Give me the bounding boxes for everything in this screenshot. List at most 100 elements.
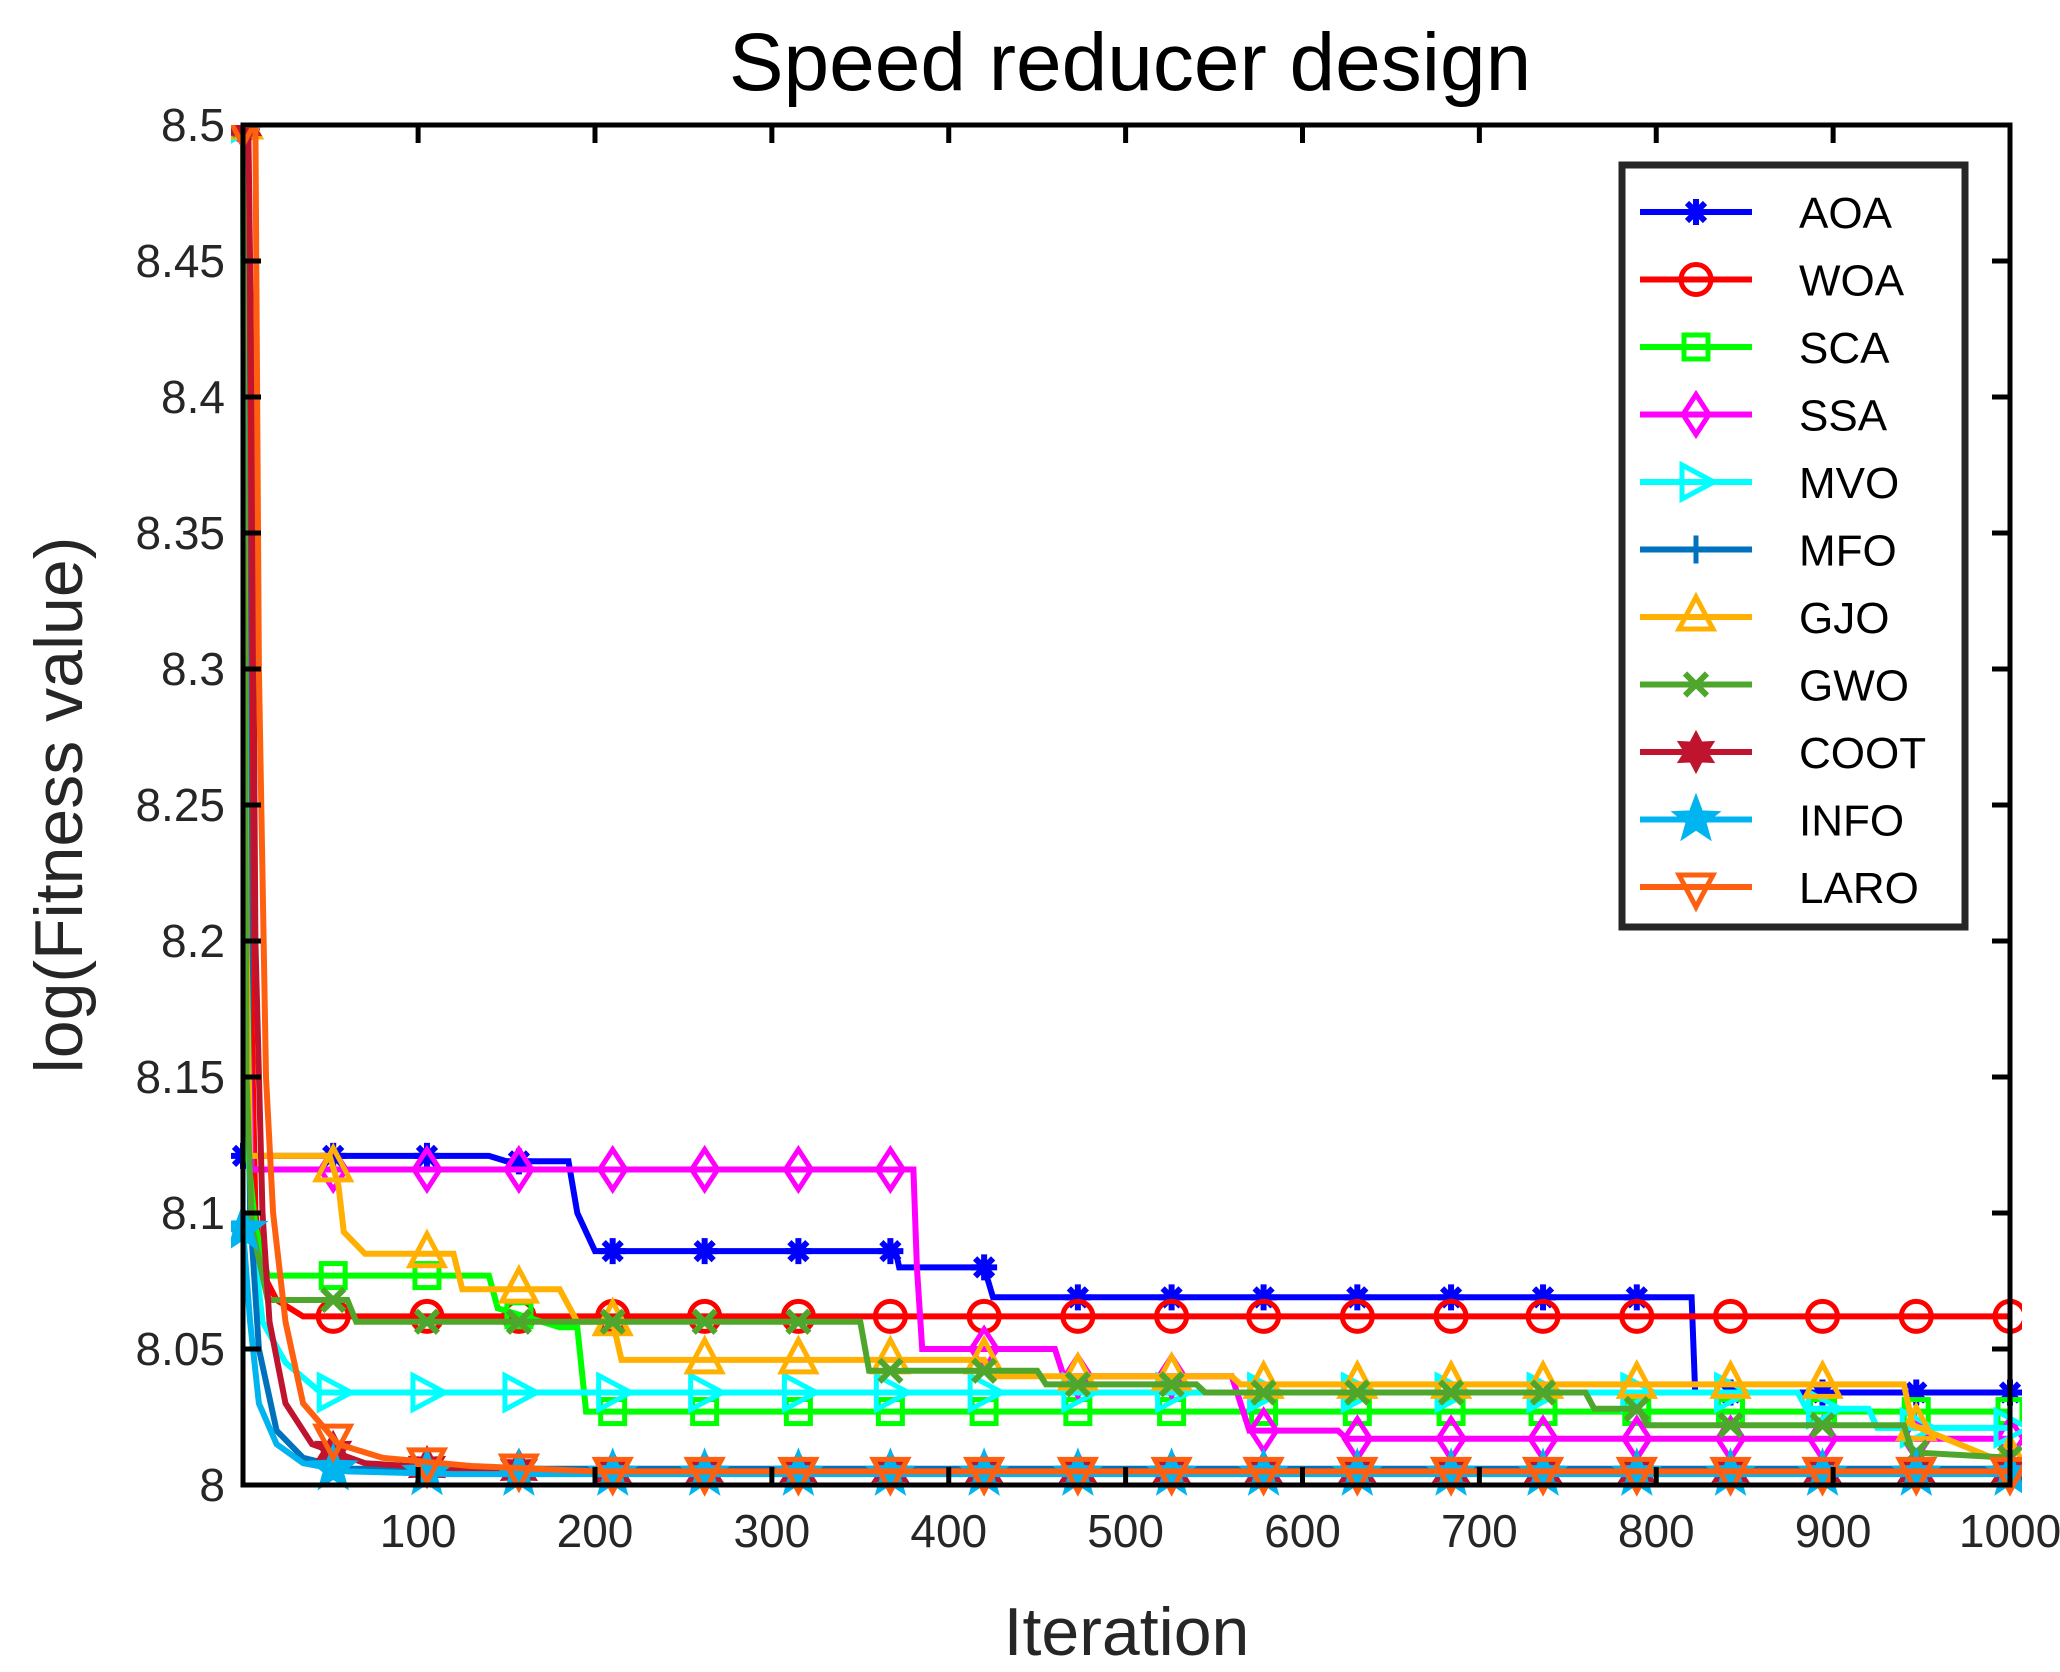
marker-woa-5: [687, 1298, 723, 1334]
x-tick-label-600: 600: [1264, 1505, 1341, 1557]
marker-woa-10: [1154, 1298, 1190, 1334]
marker-gwo-6: [785, 1308, 812, 1335]
marker-woa-17: [1805, 1298, 1841, 1334]
marker-gjo-16: [1709, 1359, 1752, 1399]
legend-marker-woa: [1678, 262, 1714, 297]
marker-woa-18: [1898, 1298, 1934, 1334]
y-tick-label-1: 8.05: [135, 1323, 225, 1375]
marker-aoa-5: [691, 1238, 718, 1265]
marker-laro-9: [1056, 1456, 1100, 1497]
legend-item-info: INFO: [1640, 792, 1904, 846]
marker-sca-1: [318, 1261, 348, 1291]
x-tick-label-900: 900: [1795, 1505, 1872, 1557]
legend-item-aoa: AOA: [1640, 189, 1893, 238]
x-tick-label-400: 400: [910, 1505, 987, 1557]
y-tick-label-3: 8.15: [135, 1051, 225, 1103]
marker-laro-13: [1429, 1456, 1473, 1497]
marker-aoa-10: [1158, 1284, 1185, 1311]
x-axis-label: Iteration: [1004, 1594, 1250, 1670]
marker-mvo-3: [502, 1371, 543, 1414]
legend-label-coot: COOT: [1799, 729, 1926, 778]
marker-woa-14: [1525, 1298, 1561, 1334]
marker-aoa-18: [1903, 1379, 1930, 1406]
marker-aoa-9: [1064, 1284, 1091, 1311]
legend-label-woa: WOA: [1799, 257, 1905, 306]
legend-label-sca: SCA: [1799, 324, 1890, 373]
marker-laro-10: [1150, 1456, 1193, 1497]
marker-laro-18: [1895, 1456, 1938, 1497]
marker-ssa-2: [410, 1144, 443, 1195]
marker-gjo-2: [405, 1228, 449, 1269]
marker-laro-5: [683, 1456, 726, 1497]
marker-gwo-16: [1717, 1412, 1744, 1439]
marker-woa-2: [409, 1298, 445, 1334]
marker-woa-13: [1433, 1298, 1469, 1334]
legend-label-laro: LARO: [1799, 864, 1919, 913]
series-layer: [231, 125, 2022, 1497]
legend-marker-mvo: [1679, 460, 1720, 504]
marker-laro-4: [591, 1456, 634, 1497]
ticks-layer: 100 200 300 400 500 600 700 800 900 1000 8 8.05 8.1 8…: [135, 99, 2060, 1557]
marker-gjo-4: [591, 1296, 634, 1337]
legend-marker-aoa: [1683, 199, 1709, 225]
x-tick-label-700: 700: [1441, 1505, 1518, 1557]
marker-laro-8: [962, 1456, 1006, 1497]
marker-aoa-2: [413, 1142, 440, 1169]
marker-gwo-14: [1529, 1379, 1557, 1406]
legend-marker-mfo: [1682, 535, 1710, 564]
marker-woa-11: [1246, 1298, 1282, 1334]
legend-item-coot: COOT: [1640, 729, 1926, 778]
x-tick-label-800: 800: [1618, 1505, 1695, 1557]
marker-aoa-13: [1438, 1284, 1465, 1311]
marker-woa-15: [1619, 1298, 1655, 1334]
marker-mvo-8: [967, 1371, 1008, 1414]
legend-marker-gjo: [1674, 591, 1718, 632]
marker-ssa-4: [596, 1144, 629, 1195]
marker-aoa-6: [785, 1238, 812, 1265]
marker-laro-0: [231, 125, 257, 151]
marker-laro-16: [1709, 1456, 1752, 1497]
marker-aoa-11: [1250, 1284, 1277, 1311]
marker-gwo-13: [1437, 1379, 1465, 1406]
legend-marker-laro: [1674, 872, 1718, 913]
marker-gjo-18: [1895, 1401, 1938, 1442]
marker-ssa-7: [874, 1144, 907, 1195]
marker-mvo-5: [688, 1371, 728, 1414]
marker-laro-1: [312, 1423, 355, 1464]
marker-gwo-12: [1344, 1379, 1371, 1406]
marker-aoa-12: [1344, 1284, 1371, 1311]
marker-aoa-15: [1623, 1284, 1650, 1311]
marker-aoa-14: [1530, 1284, 1557, 1311]
legend: AOA WOA SCA SSA MVO MFO GJO GWO COOT INFO LARO: [1618, 161, 1969, 931]
marker-gwo-4: [599, 1308, 626, 1335]
legend-label-gwo: GWO: [1799, 662, 1909, 711]
marker-gjo-17: [1801, 1359, 1844, 1399]
legend-item-sca: SCA: [1640, 324, 1890, 373]
y-axis-label: log(Fitness value): [21, 537, 97, 1074]
x-tick-label-500: 500: [1087, 1505, 1164, 1557]
marker-laro-12: [1336, 1456, 1379, 1497]
legend-marker-sca: [1681, 332, 1711, 362]
legend-label-ssa: SSA: [1799, 392, 1888, 441]
marker-gwo-1: [320, 1286, 347, 1314]
x-tick-label-100: 100: [380, 1505, 457, 1557]
legend-label-aoa: AOA: [1799, 189, 1893, 238]
marker-info-1: [307, 1441, 359, 1491]
legend-marker-ssa: [1680, 389, 1712, 440]
marker-woa-16: [1713, 1298, 1749, 1334]
chart-title: Speed reducer design: [729, 17, 1531, 108]
x-tick-label-300: 300: [733, 1505, 810, 1557]
marker-gwo-15: [1623, 1395, 1650, 1422]
marker-laro-6: [777, 1456, 820, 1497]
marker-gwo-5: [691, 1308, 718, 1335]
marker-mvo-1: [316, 1371, 357, 1414]
y-tick-label-0: 8: [199, 1459, 225, 1511]
marker-ssa-5: [688, 1144, 721, 1195]
y-tick-label-2: 8.1: [161, 1187, 225, 1239]
legend-item-woa: WOA: [1640, 257, 1905, 306]
marker-mvo-2: [410, 1371, 451, 1414]
x-tick-label-200: 200: [557, 1505, 634, 1557]
y-tick-label-4: 8.2: [161, 915, 225, 967]
marker-woa-12: [1339, 1298, 1375, 1334]
